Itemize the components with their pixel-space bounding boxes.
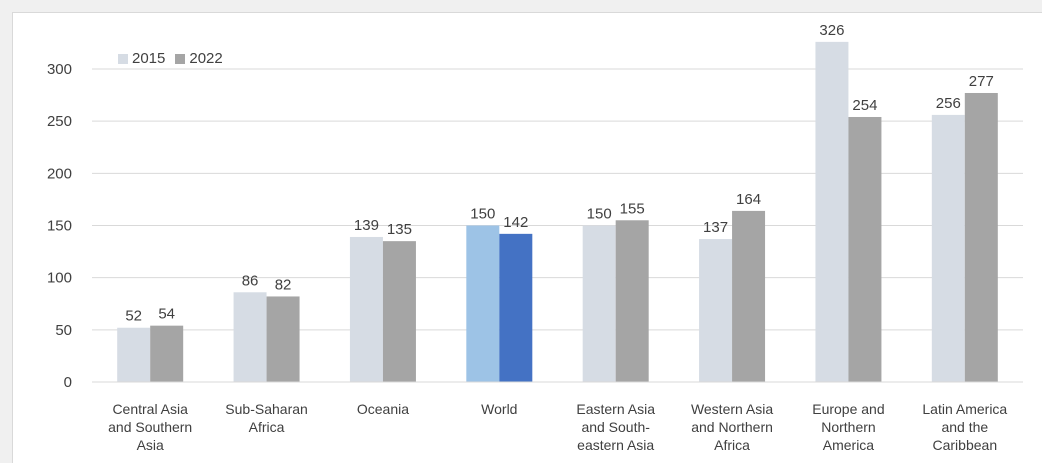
legend-label-2022: 2022	[189, 50, 223, 67]
bar-2022	[964, 92, 998, 382]
bar-2015	[931, 114, 965, 382]
x-tick-label: and Southern	[108, 419, 192, 435]
y-tick-label: 250	[47, 113, 72, 130]
bar-2015	[815, 41, 849, 383]
x-tick-label: and South-	[581, 419, 650, 435]
data-label-2015: 137	[703, 219, 728, 236]
x-tick-label: Eastern Asia	[576, 401, 655, 417]
data-label-2022: 277	[969, 73, 994, 90]
data-label-2015: 326	[819, 22, 844, 39]
x-tick-label: Central Asia	[112, 401, 188, 417]
data-label-2022: 254	[852, 97, 877, 114]
bar-2022	[615, 220, 649, 382]
x-tick-label: Latin America	[922, 401, 1007, 417]
y-tick-label: 50	[55, 322, 72, 339]
bar-2015	[233, 292, 267, 382]
x-tick-label: eastern Asia	[577, 437, 654, 453]
data-label-2022: 54	[158, 306, 175, 323]
y-tick-label: 150	[47, 218, 72, 235]
data-label-2015: 256	[936, 95, 961, 112]
bar-2022	[150, 325, 184, 382]
legend-label-2015: 2015	[132, 50, 166, 67]
x-tick-label: Western Asia	[691, 401, 773, 417]
legend-item-2022: 2022	[175, 50, 223, 67]
bar-2015	[699, 239, 733, 382]
bar-chart: 0 50 100 150 200 250 300 52 54 Central Asia and So…	[47, 22, 1023, 453]
x-tick-label: Northern	[821, 419, 875, 435]
legend-item-2015: 2015	[118, 50, 165, 67]
bar-2022	[848, 116, 882, 382]
bar-2015	[466, 225, 500, 382]
x-tick-label: and Northern	[691, 419, 773, 435]
data-label-2022: 164	[736, 191, 761, 208]
data-label-2022: 82	[275, 276, 292, 293]
x-tick-label: Europe and	[812, 401, 884, 417]
bar-2022	[382, 241, 416, 382]
x-tick-label: Oceania	[357, 401, 409, 417]
bar-2022	[266, 296, 300, 382]
bar-2015	[349, 236, 383, 382]
data-label-2015: 52	[125, 308, 142, 325]
x-tick-label: Africa	[249, 419, 285, 435]
bar-2015	[117, 327, 151, 382]
y-tick-label: 0	[64, 374, 72, 391]
legend: 2015 2022	[118, 50, 223, 67]
data-label-2015: 150	[470, 206, 495, 223]
x-tick-label: Sub-Saharan	[225, 401, 308, 417]
x-tick-label: Caribbean	[933, 437, 998, 453]
y-tick-label: 200	[47, 165, 72, 182]
x-tick-label: America	[823, 437, 875, 453]
data-label-2022: 142	[503, 214, 528, 231]
x-tick-label: World	[481, 401, 517, 417]
x-tick-label: Africa	[714, 437, 750, 453]
legend-swatch-2022	[175, 53, 186, 64]
chart-frame: 0 50 100 150 200 250 300 52 54 Central Asia and So…	[12, 12, 1042, 463]
x-tick-label: Asia	[137, 437, 164, 453]
x-tick-label: and the	[941, 419, 988, 435]
data-label-2015: 150	[587, 206, 612, 223]
data-label-2015: 139	[354, 217, 379, 234]
data-label-2022: 155	[620, 200, 645, 217]
legend-swatch-2015	[118, 53, 128, 64]
y-tick-label: 100	[47, 270, 72, 287]
bar-2022	[732, 210, 766, 382]
y-tick-label: 300	[47, 61, 72, 78]
bar-2015	[582, 225, 616, 382]
data-label-2022: 135	[387, 221, 412, 238]
data-label-2015: 86	[242, 272, 259, 289]
bar-2022	[499, 233, 533, 382]
